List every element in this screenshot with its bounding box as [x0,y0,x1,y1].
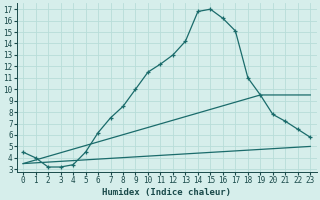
X-axis label: Humidex (Indice chaleur): Humidex (Indice chaleur) [102,188,231,197]
